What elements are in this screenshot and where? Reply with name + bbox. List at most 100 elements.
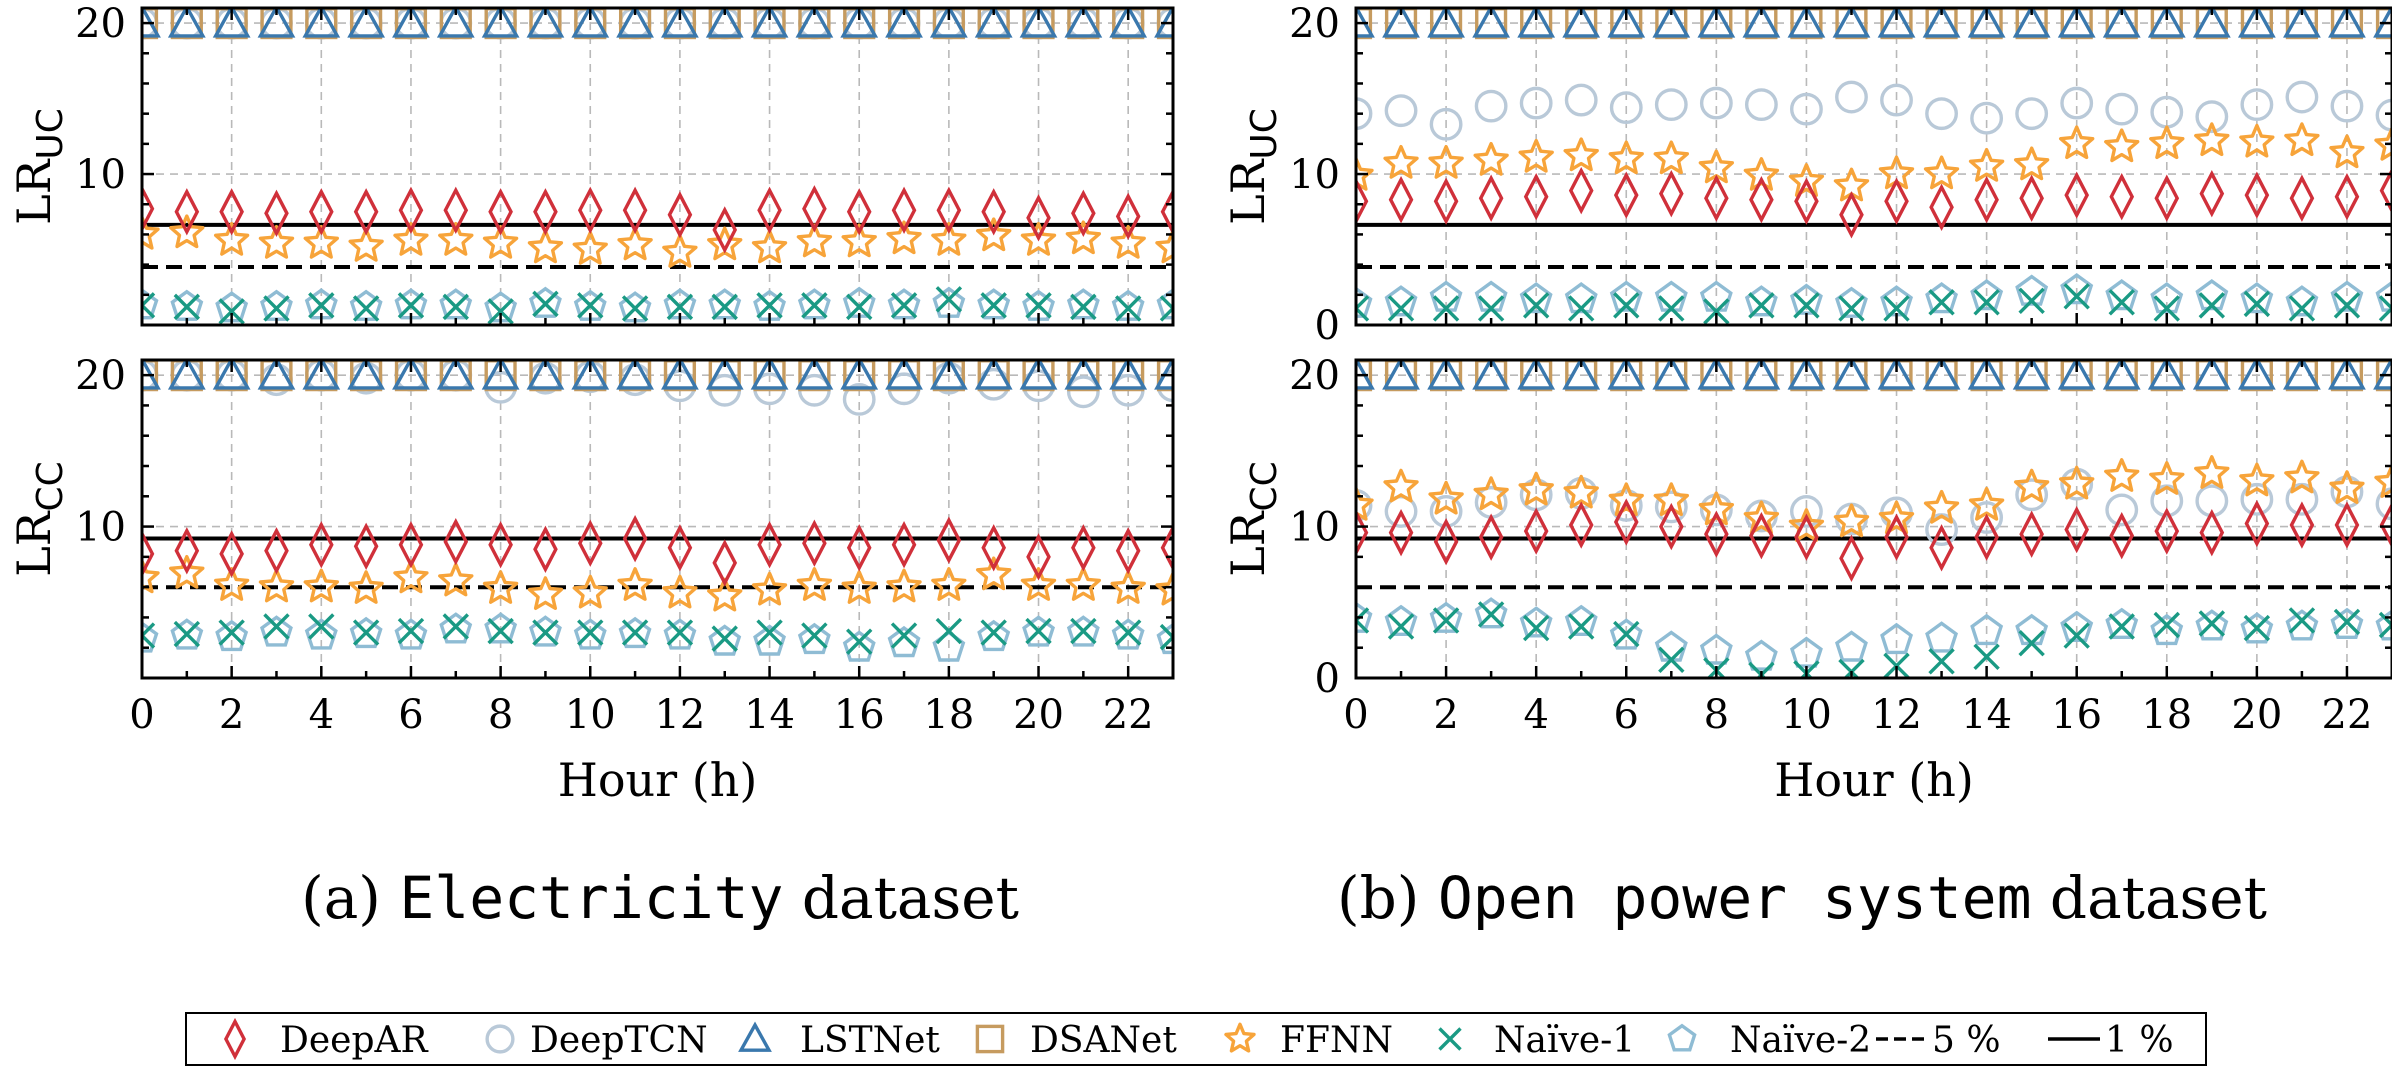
- point-LSTNet: [1607, 360, 1646, 390]
- point-DeepAR: [891, 521, 917, 569]
- legend-marker-Naive1: [1438, 1027, 1462, 1051]
- legend-item-DSANet: DSANet: [975, 1020, 1177, 1061]
- point-Naive2: [439, 612, 473, 644]
- point-Naive1: [397, 292, 425, 319]
- y-tick-label: 10: [75, 505, 126, 551]
- y-tick-label: 0: [1315, 303, 1340, 349]
- point-LSTNet: [257, 8, 296, 38]
- point-FFNN: [1356, 486, 1374, 521]
- point-LSTNet: [302, 8, 341, 38]
- point-FFNN: [886, 568, 922, 603]
- x-tick-label: 20: [2231, 692, 2282, 738]
- point-DeepAR: [2154, 174, 2180, 222]
- point-FFNN: [393, 221, 429, 256]
- point-Naive1: [173, 620, 201, 648]
- point-Naive1: [1477, 295, 1505, 322]
- point-Naive2: [797, 622, 831, 655]
- point-LSTNet: [302, 360, 341, 390]
- point-FFNN: [617, 226, 653, 261]
- legend-label-DeepTCN: DeepTCN: [530, 1020, 708, 1061]
- point-DeepAR: [1478, 513, 1504, 561]
- point-DeepAR: [1356, 177, 1369, 225]
- point-DeepAR: [1839, 191, 1864, 239]
- point-FFNN: [1383, 468, 1419, 503]
- point-LSTNet: [2328, 360, 2366, 390]
- y-label-main: LR: [7, 158, 61, 225]
- series-DeepAR: [142, 515, 1173, 587]
- point-DeepAR: [533, 525, 558, 573]
- legend-label-FFNN: FFNN: [1280, 1020, 1393, 1061]
- point-Naive2: [394, 618, 428, 650]
- series-LSTNet: [1356, 360, 2392, 390]
- point-Naive1: [1070, 617, 1097, 645]
- point-LSTNet: [1742, 360, 1781, 390]
- point-FFNN: [1743, 500, 1780, 535]
- point-Naive2: [1066, 288, 1100, 320]
- point-Naive1: [487, 298, 514, 325]
- point-LSTNet: [1967, 8, 2006, 38]
- point-Naive2: [1744, 285, 1778, 317]
- caption-b: (b) Open power system dataset: [1337, 864, 2267, 932]
- legend-marker-DeepTCN: [485, 1024, 515, 1054]
- point-Naive2: [2330, 607, 2364, 639]
- point-FFNN: [1020, 221, 1057, 256]
- gridlines: [142, 8, 1173, 325]
- point-Naive1: [1568, 295, 1595, 322]
- point-FFNN: [886, 220, 922, 255]
- y-tick-label: 20: [75, 353, 126, 399]
- y-label-main: LR: [1221, 510, 1275, 577]
- point-Naive2: [797, 288, 831, 320]
- point-Naive1: [846, 293, 873, 321]
- point-DeepAR: [308, 188, 334, 236]
- point-DeepTCN: [2195, 100, 2229, 134]
- point-Naive1: [1883, 295, 1910, 322]
- point-DeepAR: [1658, 169, 1684, 218]
- point-LSTNet: [885, 360, 923, 390]
- point-LSTNet: [974, 360, 1013, 390]
- point-FFNN: [1563, 474, 1599, 509]
- caption-a-name: Electricity: [399, 864, 783, 932]
- point-FFNN: [662, 233, 698, 268]
- legend-marker-DSANet: [975, 1024, 1005, 1054]
- point-FFNN: [1923, 489, 1960, 524]
- point-Naive2: [260, 615, 293, 647]
- y-tick-label: 20: [75, 1, 126, 47]
- point-Naive1: [1070, 293, 1097, 321]
- y-tick-label: 20: [1289, 353, 1340, 399]
- point-DeepTCN: [2105, 493, 2139, 527]
- point-DSANet: [142, 8, 159, 40]
- point-FFNN: [1923, 155, 1960, 190]
- axes-frame: [140, 358, 1175, 680]
- y-label-sub: CC: [30, 461, 71, 511]
- point-Naive1: [308, 613, 335, 640]
- point-DeepTCN: [2375, 487, 2392, 521]
- point-Naive2: [260, 289, 293, 321]
- point-LSTNet: [1019, 8, 1058, 38]
- point-LSTNet: [1382, 360, 1420, 390]
- point-LSTNet: [2012, 8, 2051, 38]
- point-LSTNet: [2373, 8, 2392, 38]
- y-label-main: LR: [7, 510, 61, 577]
- point-DSANet: [2375, 360, 2392, 392]
- point-DeepTCN: [2285, 80, 2319, 114]
- point-DeepAR: [488, 521, 513, 569]
- x-tick-label: 14: [1961, 692, 2012, 738]
- threshold-lines: [142, 222, 1173, 270]
- point-LSTNet: [167, 8, 206, 38]
- point-FFNN: [931, 221, 967, 256]
- point-LSTNet: [1742, 8, 1781, 38]
- point-DeepAR: [264, 527, 289, 575]
- point-LSTNet: [347, 360, 386, 390]
- point-DeepTCN: [1970, 501, 2004, 534]
- point-FFNN: [1065, 220, 1102, 255]
- y-label-sub: UC: [1244, 108, 1285, 160]
- point-FFNN: [1110, 570, 1146, 604]
- y-label-sub: UC: [30, 108, 71, 160]
- point-FFNN: [169, 555, 205, 589]
- point-Naive2: [1022, 615, 1055, 647]
- point-LSTNet: [840, 8, 879, 38]
- point-LSTNet: [705, 8, 744, 38]
- point-Naive1: [2243, 290, 2271, 318]
- point-DeepTCN: [2060, 86, 2094, 120]
